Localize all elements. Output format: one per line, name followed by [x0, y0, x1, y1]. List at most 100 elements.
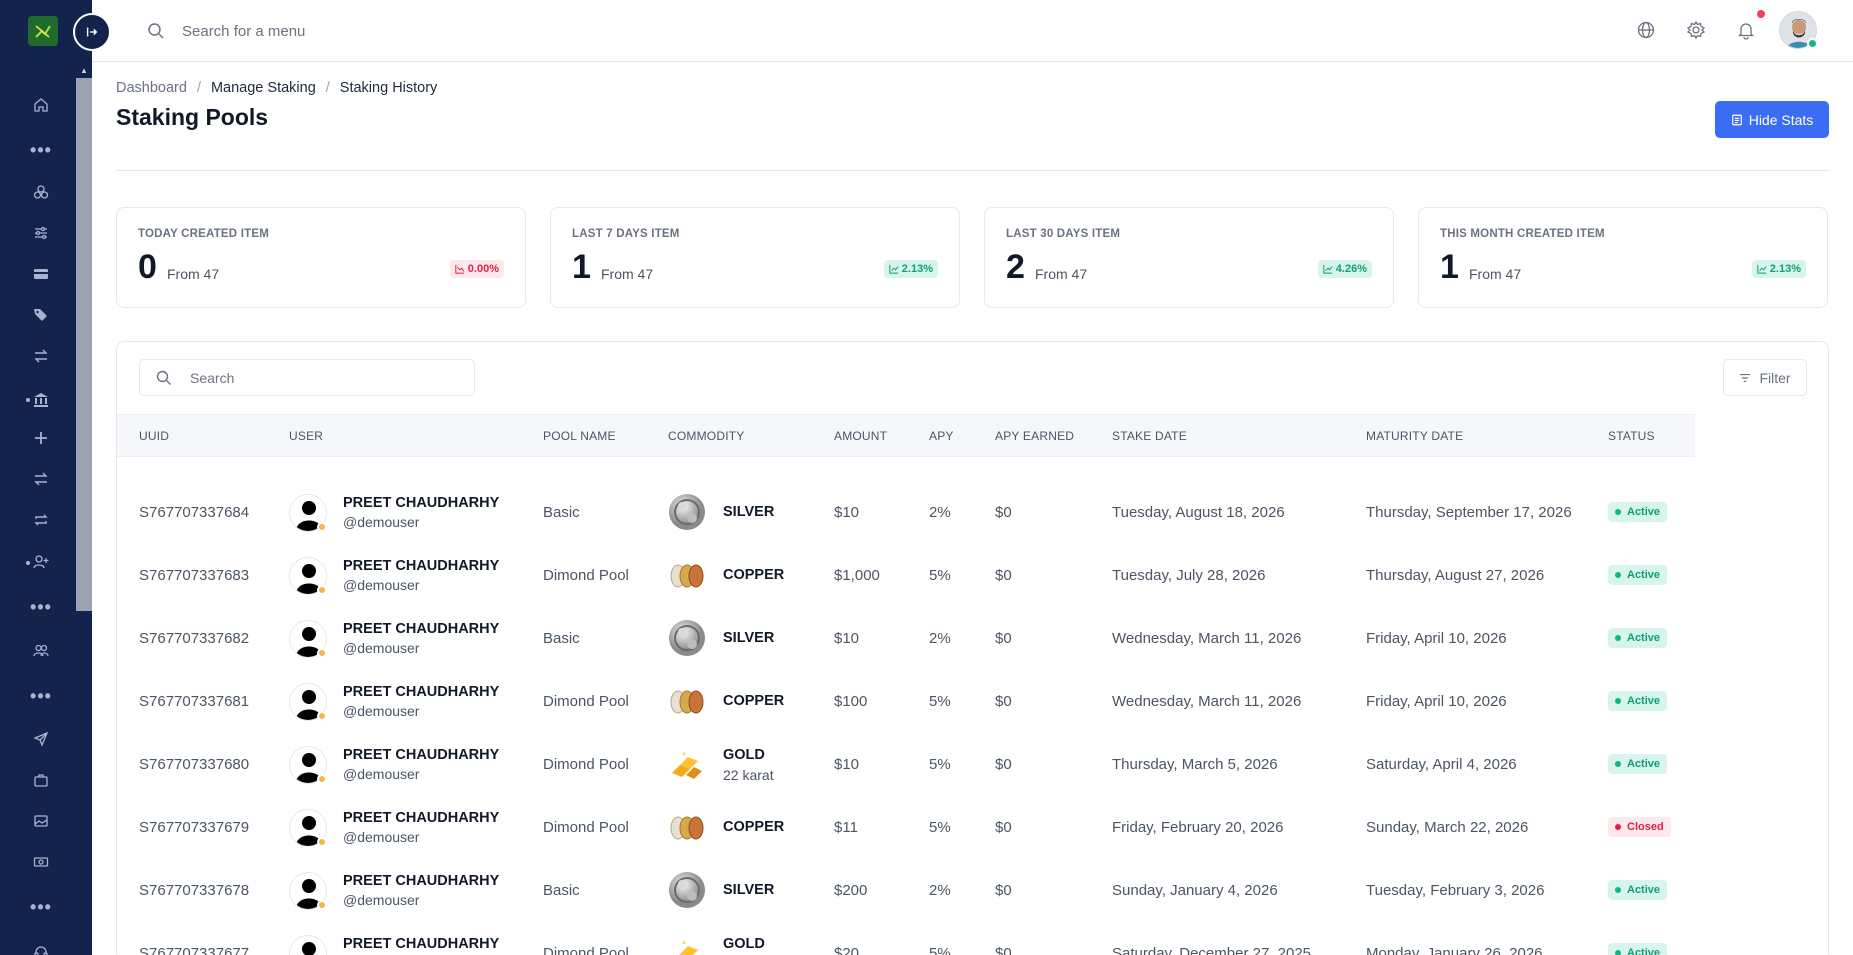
scroll-up-arrow-icon[interactable]: ▲ — [80, 65, 88, 75]
apy-cell: 5% — [929, 567, 951, 584]
uuid-cell: S767707337683 — [139, 567, 250, 584]
user-handle: @demouser — [343, 892, 420, 908]
user-name: PREET CHAUDHARHY — [343, 621, 500, 637]
status-label: Active — [1627, 506, 1661, 518]
stake-date-cell: Saturday, December 27, 2025 — [1112, 945, 1312, 955]
pool-name-cell: Basic — [543, 630, 580, 647]
uuid-cell: S767707337678 — [139, 882, 250, 899]
uuid-cell: S767707337684 — [139, 504, 250, 521]
status-dot — [1615, 509, 1621, 515]
status-dot — [1615, 635, 1621, 641]
commodity-name: COPPER — [723, 819, 785, 835]
table-row[interactable]: S767707337683 PREET CHAUDHARHY @demouser Di… — [117, 543, 1828, 606]
stat-from: From 47 — [1035, 266, 1088, 282]
cash-icon[interactable] — [26, 850, 56, 874]
breadcrumb-manage-staking[interactable]: Manage Staking — [210, 80, 316, 96]
silver-commodity-icon — [668, 619, 706, 657]
staking-table-panel: Filter UUID USER POOL NAME COMMODITY AMOUNT A… — [116, 341, 1829, 955]
bell-icon[interactable] — [1736, 20, 1756, 40]
user-status-dot — [317, 774, 327, 784]
globe-icon[interactable] — [1636, 20, 1656, 40]
amount-cell: $11 — [834, 819, 858, 836]
repeat-icon[interactable] — [26, 508, 56, 532]
commodity-name: GOLD — [723, 936, 765, 952]
table-row[interactable]: S767707337681 PREET CHAUDHARHY @demouser Di… — [117, 669, 1828, 732]
more-dots-icon[interactable]: ••• — [30, 597, 52, 617]
status-badge: Active — [1608, 880, 1668, 900]
column-header[interactable]: AMOUNT — [834, 429, 888, 443]
table-row[interactable]: S767707337680 PREET CHAUDHARHY @demouser Di… — [117, 732, 1828, 795]
breadcrumb-dashboard[interactable]: Dashboard — [116, 80, 187, 96]
hide-stats-button[interactable]: Hide Stats — [1715, 101, 1829, 138]
copper-commodity-icon — [668, 556, 706, 594]
column-header[interactable]: APY EARNED — [995, 429, 1075, 443]
table-row[interactable]: S767707337679 PREET CHAUDHARHY @demouser Di… — [117, 795, 1828, 858]
table-row[interactable]: S767707337678 PREET CHAUDHARHY @demouser Ba… — [117, 858, 1828, 921]
app-logo[interactable] — [28, 16, 58, 46]
column-header[interactable]: USER — [289, 429, 324, 443]
headset-icon[interactable] — [26, 940, 56, 955]
column-header[interactable]: POOL NAME — [543, 429, 616, 443]
column-header[interactable]: STATUS — [1608, 429, 1655, 443]
status-dot — [1615, 572, 1621, 578]
uuid-cell: S767707337679 — [139, 819, 250, 836]
apy-earned-cell: $0 — [995, 819, 1012, 836]
gold-commodity-icon — [668, 745, 706, 783]
user-status-dot — [317, 522, 327, 532]
pool-name-cell: Dimond Pool — [543, 567, 629, 584]
commodity-sub: 22 karat — [723, 767, 774, 783]
menu-search-input[interactable] — [182, 16, 582, 46]
exchange-icon[interactable] — [26, 467, 56, 491]
table-row[interactable]: S767707337684 PREET CHAUDHARHY @demouser Ba… — [117, 480, 1828, 543]
briefcase-icon[interactable] — [26, 768, 56, 792]
column-header[interactable]: STAKE DATE — [1112, 429, 1187, 443]
column-header[interactable]: COMMODITY — [668, 429, 745, 443]
user-handle: @demouser — [343, 577, 420, 593]
table-row[interactable]: S767707337682 PREET CHAUDHARHY @demouser Ba… — [117, 606, 1828, 669]
column-header[interactable]: UUID — [139, 429, 170, 443]
commodity-name: SILVER — [723, 504, 775, 520]
image-icon[interactable] — [26, 809, 56, 833]
table-header: UUID USER POOL NAME COMMODITY AMOUNT APY APY E… — [117, 414, 1695, 457]
silver-commodity-icon — [668, 493, 706, 531]
amount-cell: $200 — [834, 882, 868, 899]
tags-icon[interactable] — [26, 303, 56, 327]
pool-name-cell: Dimond Pool — [543, 819, 629, 836]
commodity-name: GOLD — [723, 747, 765, 763]
stat-label: THIS MONTH CREATED ITEM — [1440, 228, 1605, 240]
more-dots-icon[interactable]: ••• — [30, 686, 52, 706]
table-search-input[interactable] — [190, 366, 460, 390]
status-label: Active — [1627, 569, 1661, 581]
apy-earned-cell: $0 — [995, 882, 1012, 899]
plus-icon[interactable] — [26, 426, 56, 450]
add-user-icon[interactable] — [26, 550, 56, 574]
card-icon[interactable] — [26, 262, 56, 286]
sidebar-toggle-button[interactable] — [73, 13, 111, 51]
more-dots-icon[interactable]: ••• — [30, 897, 52, 917]
send-icon[interactable] — [26, 727, 56, 751]
cubes-icon[interactable] — [26, 180, 56, 204]
more-dots-icon[interactable]: ••• — [30, 140, 52, 160]
sidebar-scrollbar-thumb[interactable] — [76, 78, 92, 611]
user-status-dot — [317, 711, 327, 721]
stake-date-cell: Tuesday, July 28, 2026 — [1112, 567, 1266, 584]
user-name: PREET CHAUDHARHY — [343, 684, 500, 700]
user-avatar[interactable] — [1779, 11, 1817, 49]
filter-button[interactable]: Filter — [1723, 359, 1807, 396]
gear-icon[interactable] — [1686, 20, 1706, 40]
column-header[interactable]: APY — [929, 429, 954, 443]
stake-date-cell: Thursday, March 5, 2026 — [1112, 756, 1278, 773]
apy-earned-cell: $0 — [995, 630, 1012, 647]
column-header[interactable]: MATURITY DATE — [1366, 429, 1464, 443]
stat-card: LAST 30 DAYS ITEM 2 From 47 4.26% — [984, 207, 1394, 308]
users-icon[interactable] — [26, 639, 56, 663]
bank-icon[interactable] — [26, 388, 56, 412]
user-name: PREET CHAUDHARHY — [343, 495, 500, 511]
maturity-date-cell: Friday, April 10, 2026 — [1366, 630, 1507, 647]
document-icon — [1731, 114, 1742, 125]
sliders-icon[interactable] — [26, 221, 56, 245]
home-icon[interactable] — [26, 93, 56, 117]
transfer-icon[interactable] — [26, 344, 56, 368]
stat-change-badge: 2.13% — [1751, 260, 1806, 278]
